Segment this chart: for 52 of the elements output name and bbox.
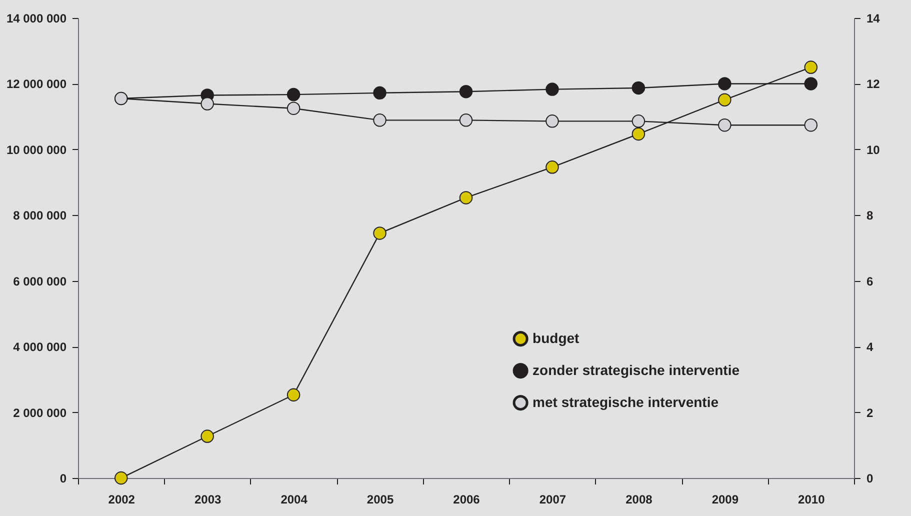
point — [200, 430, 214, 443]
y2-tick-label: 4 — [866, 340, 874, 354]
point — [804, 60, 818, 74]
point — [804, 118, 818, 132]
x-tick-label: 2009 — [712, 492, 739, 506]
x-tick-label: 2003 — [194, 492, 222, 506]
y-tick-label: 10 000 000 — [6, 142, 67, 157]
point — [114, 471, 128, 485]
point — [546, 82, 559, 96]
x-tick-label: 2002 — [108, 492, 136, 506]
x-tick-label: 2008 — [626, 492, 653, 506]
y-tick-label: 14 000 000 — [6, 12, 67, 26]
y2-tick-label: 8 — [866, 208, 874, 223]
legend-label: zonder strategische interventie — [532, 362, 740, 378]
point — [286, 102, 300, 115]
legend-label: budget — [532, 330, 580, 346]
point — [373, 86, 386, 100]
point — [459, 191, 473, 204]
y2-tick-label: 6 — [866, 274, 874, 288]
legend-label: met strategische interventie — [532, 394, 719, 410]
point — [459, 84, 473, 98]
x-tick-label: 2010 — [798, 492, 826, 506]
y-tick-label: 2 000 000 — [13, 406, 67, 420]
y-tick-label: 4 000 000 — [13, 340, 67, 354]
point — [373, 226, 386, 240]
point — [286, 388, 300, 402]
point — [632, 127, 646, 141]
y2-tick-label: 14 — [866, 12, 880, 26]
x-tick-label: 2006 — [453, 492, 480, 506]
point — [373, 114, 386, 127]
y2-tick-label: 0 — [866, 472, 874, 486]
x-tick-label: 2007 — [539, 492, 566, 506]
point — [718, 118, 732, 132]
point — [546, 160, 559, 174]
y-tick-label: 6 000 000 — [13, 274, 67, 288]
point — [459, 114, 473, 127]
y-tick-label: 12 000 000 — [6, 77, 67, 92]
y2-tick-label: 2 — [866, 406, 874, 420]
x-tick-label: 2005 — [366, 492, 394, 506]
point — [632, 81, 646, 95]
point — [286, 88, 300, 102]
y2-tick-label: 12 — [866, 77, 880, 92]
y2-tick-label: 10 — [866, 142, 880, 157]
point — [804, 77, 818, 90]
y-tick-label: 8 000 000 — [13, 208, 67, 223]
x-tick-label: 2004 — [280, 492, 308, 506]
point — [546, 114, 559, 128]
y-tick-label: 0 — [60, 472, 67, 486]
point — [718, 93, 732, 106]
point — [632, 114, 646, 128]
point — [718, 77, 732, 90]
point — [200, 97, 214, 110]
